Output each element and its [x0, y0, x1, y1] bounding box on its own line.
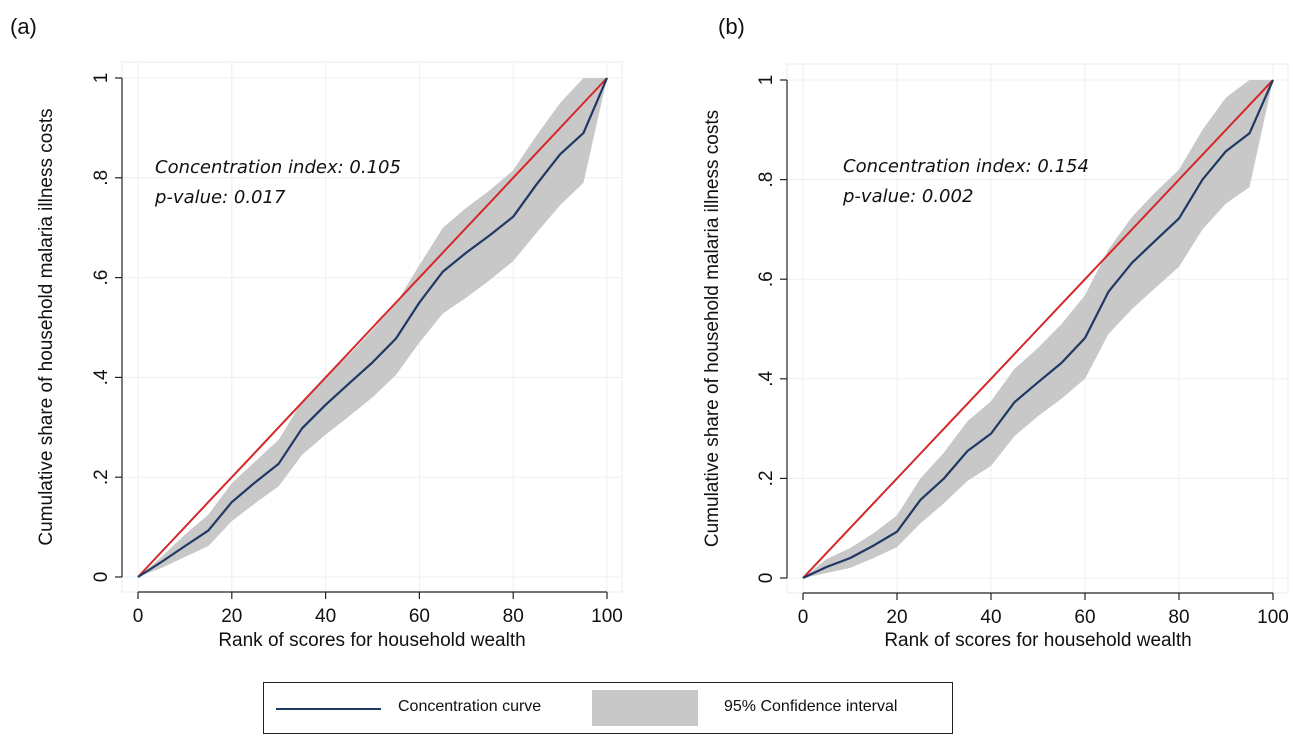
x-tick-label: 100	[1257, 607, 1289, 628]
y-tick-label: .2	[91, 469, 112, 485]
x-tick-label: 0	[798, 607, 809, 628]
legend-ci-label: 95% Confidence interval	[724, 698, 898, 715]
panel-b-label: (b)	[718, 14, 745, 39]
x-axis-label: Rank of scores for household wealth	[884, 630, 1191, 651]
chart-panel-b: 0 .2 .4 .6 .8 1 0 20 40 60 80 100 Rank of scores for…	[702, 63, 1289, 651]
x-tick-label: 100	[591, 606, 623, 627]
y-tick-label: 0	[91, 572, 112, 583]
y-tick-label: .6	[91, 270, 112, 286]
x-tick-label: 40	[980, 607, 1001, 628]
equality-line	[802, 79, 1274, 579]
x-tick-label: 20	[886, 607, 907, 628]
x-tick-label: 20	[221, 606, 242, 627]
legend-ci-swatch	[592, 690, 698, 726]
y-tick-label: .8	[756, 172, 777, 188]
x-tick-label: 60	[1074, 607, 1095, 628]
legend-curve-label: Concentration curve	[398, 698, 542, 715]
p-value-annotation: p-value: 0.002	[842, 186, 973, 207]
y-tick-label: .2	[756, 470, 777, 486]
chart-panel-a: 0 .2 .4 .6 .8 1 0 20 40 60 80 100 Rank of scores for…	[36, 61, 623, 651]
y-tick-label: 1	[756, 75, 777, 86]
x-tick-label: 40	[315, 606, 336, 627]
p-value-annotation: p-value: 0.017	[154, 187, 286, 208]
y-axis-label: Cumulative share of household malaria il…	[702, 110, 723, 547]
concentration-curve	[137, 77, 609, 578]
y-tick-label: .6	[756, 271, 777, 287]
panel-a-label: (a)	[10, 14, 37, 39]
x-tick-label: 80	[503, 606, 524, 627]
y-tick-label: 1	[91, 73, 112, 84]
y-tick-label: .8	[91, 170, 112, 186]
y-tick-label: .4	[91, 369, 112, 385]
concentration-index-annotation: Concentration index: 0.105	[155, 157, 401, 178]
equality-line	[137, 77, 608, 578]
y-tick-label: .4	[756, 370, 777, 386]
x-tick-label: 80	[1168, 607, 1189, 628]
y-axis-label: Cumulative share of household malaria il…	[36, 108, 57, 545]
x-axis-label: Rank of scores for household wealth	[218, 630, 525, 651]
concentration-index-annotation: Concentration index: 0.154	[843, 156, 1089, 177]
legend-curve-swatch	[276, 708, 381, 710]
legend: Concentration curve 95% Confidence inter…	[263, 682, 953, 734]
concentration-curve	[802, 79, 1275, 579]
x-tick-label: 0	[133, 606, 144, 627]
x-tick-label: 60	[409, 606, 430, 627]
y-tick-label: 0	[756, 573, 777, 584]
